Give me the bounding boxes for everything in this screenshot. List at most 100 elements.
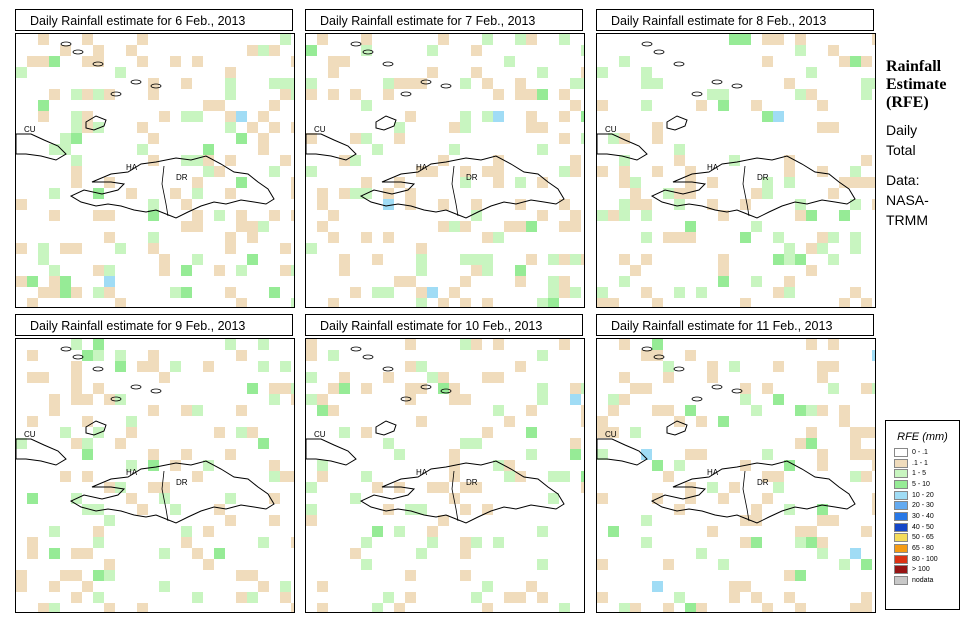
rainfall-cell: [159, 265, 170, 276]
rainfall-cell: [280, 34, 291, 45]
rainfall-cell: [718, 276, 729, 287]
rainfall-cell: [597, 298, 608, 307]
rainfall-cell: [291, 265, 294, 276]
rainfall-cell: [280, 243, 291, 254]
rainfall-cell: [581, 482, 584, 493]
rainfall-cell: [60, 471, 71, 482]
rainfall-cell: [784, 166, 795, 177]
legend-swatch: [894, 490, 908, 500]
rainfall-cell: [619, 254, 630, 265]
rainfall-cell: [60, 133, 71, 144]
rainfall-cell: [581, 254, 584, 265]
rainfall-cell: [449, 144, 460, 155]
rainfall-cell: [181, 221, 192, 232]
rainfall-cell: [641, 232, 652, 243]
rainfall-cell: [482, 34, 493, 45]
coastline-island: [375, 420, 397, 436]
rainfall-cell: [38, 111, 49, 122]
rainfall-cell: [60, 144, 71, 155]
rainfall-cell: [526, 122, 537, 133]
rainfall-cell: [652, 405, 663, 416]
rainfall-cell: [181, 449, 192, 460]
legend-item: > 100: [886, 565, 959, 576]
rainfall-cell: [16, 199, 27, 210]
rainfall-cell: [861, 155, 872, 166]
rainfall-cell: [817, 460, 828, 471]
rainfall-cell: [93, 210, 104, 221]
rainfall-cell: [685, 232, 696, 243]
rainfall-cell: [559, 287, 570, 298]
legend-label: 65 - 80: [912, 545, 934, 553]
rainfall-cell: [416, 298, 427, 307]
rainfall-cell: [795, 526, 806, 537]
coastline-island: [666, 115, 688, 131]
rainfall-cell: [872, 199, 875, 210]
rainfall-cell: [581, 67, 584, 78]
rainfall-cell: [236, 592, 247, 603]
rainfall-cell: [71, 372, 82, 383]
rainfall-cell: [126, 460, 137, 471]
rainfall-cell: [460, 166, 471, 177]
rainfall-cell: [795, 254, 806, 265]
legend-label: 40 - 50: [912, 523, 934, 531]
rainfall-cell: [872, 460, 875, 471]
rainfall-cell: [493, 460, 504, 471]
rainfall-cell: [306, 243, 317, 254]
rainfall-cell: [317, 603, 328, 612]
rainfall-cell: [317, 394, 328, 405]
rainfall-cell: [850, 287, 861, 298]
rainfall-cell: [784, 592, 795, 603]
coastline-island: [641, 41, 653, 47]
rainfall-cell: [608, 298, 619, 307]
coastline-hispaniola: [359, 155, 565, 219]
rainfall-cell: [16, 581, 27, 592]
coastline-island: [400, 91, 412, 97]
rainfall-cell: [27, 537, 38, 548]
legend-label: nodata: [912, 577, 934, 585]
rainfall-cell: [861, 471, 872, 482]
rainfall-cell: [817, 166, 828, 177]
legend-swatch: [894, 458, 908, 468]
rainfall-cell: [372, 144, 383, 155]
rainfall-cell: [383, 438, 394, 449]
rainfall-cell: [27, 416, 38, 427]
rainfall-cell: [581, 78, 584, 89]
rainfall-cell: [170, 188, 181, 199]
rainfall-cell: [93, 350, 104, 361]
rainfall-cell: [361, 133, 372, 144]
rainfall-cell: [784, 243, 795, 254]
coastline-island: [382, 61, 394, 67]
label-dr: DR: [176, 173, 188, 182]
side-annotation: Rainfall Estimate (RFE) Daily Total Data…: [886, 58, 968, 230]
rainfall-cell: [751, 100, 762, 111]
rainfall-cell: [493, 166, 504, 177]
rainfall-cell: [685, 493, 696, 504]
label-ha: HA: [707, 468, 719, 477]
rainfall-cell: [460, 254, 471, 265]
rainfall-cell: [82, 449, 93, 460]
rainfall-cell: [192, 254, 203, 265]
rainfall-cell: [526, 89, 537, 100]
rainfall-cell: [762, 603, 773, 612]
rainfall-cell: [214, 210, 225, 221]
rainfall-cell: [548, 287, 559, 298]
rainfall-cell: [581, 416, 584, 427]
rainfall-cell: [839, 210, 850, 221]
rainfall-cell: [515, 78, 526, 89]
rainfall-cell: [71, 166, 82, 177]
rainfall-cell: [291, 471, 294, 482]
rainfall-cell: [181, 155, 192, 166]
rainfall-cell: [526, 254, 537, 265]
rainfall-cell: [471, 339, 482, 350]
rainfall-cell: [674, 199, 685, 210]
coastline-island: [60, 346, 72, 352]
rainfall-cell: [339, 155, 350, 166]
rainfall-cell: [872, 350, 875, 361]
label-dr: DR: [757, 478, 769, 487]
rainfall-cell: [729, 581, 740, 592]
rainfall-cell: [762, 493, 773, 504]
rainfall-cell: [93, 504, 104, 515]
rainfall-cell: [269, 515, 280, 526]
legend-item: 1 - 5: [886, 468, 959, 479]
rainfall-cell: [861, 78, 872, 89]
